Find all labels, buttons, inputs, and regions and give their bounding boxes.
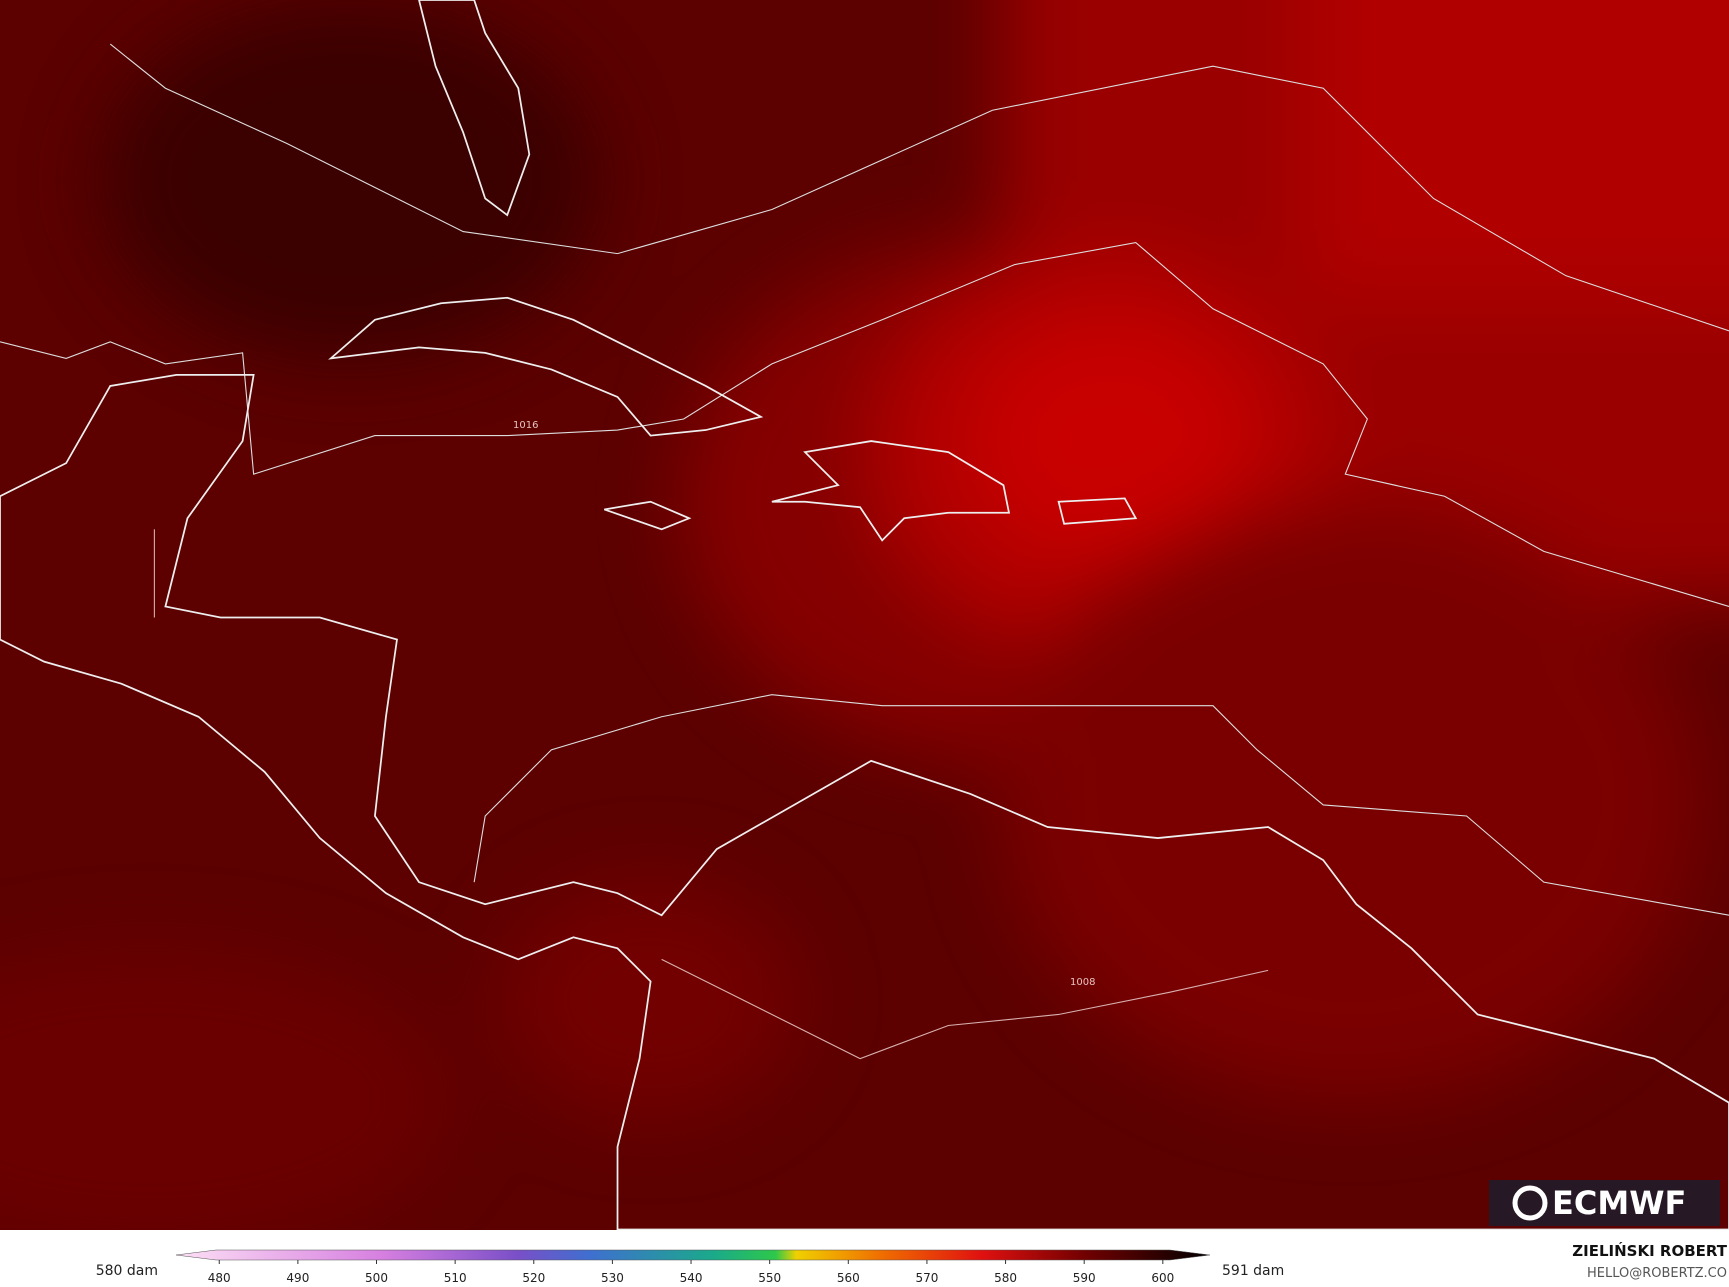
colorbar-tick-label: 590 — [1073, 1271, 1096, 1285]
isobar-label: 1016 — [513, 420, 538, 431]
colorbar-tick-label: 570 — [915, 1271, 938, 1285]
colorbar: 580 dam 591 dam 480 490 500 510 520 530 540 550… — [96, 1249, 1284, 1285]
map: 1016 1008 ECMWF — [0, 0, 1729, 1230]
colorbar-tick-label: 520 — [522, 1271, 545, 1285]
contact: HELLO@ROBERTZ.CO — [1587, 1266, 1727, 1281]
logo-text: ECMWF — [1552, 1184, 1686, 1222]
colorbar-tick-label: 480 — [208, 1271, 231, 1285]
colorbar-bar — [175, 1249, 1211, 1261]
isobar-label: 1008 — [1070, 977, 1095, 988]
colorbar-tick-label: 500 — [365, 1271, 388, 1285]
colorbar-tick-label: 510 — [444, 1271, 467, 1285]
colorbar-tick-label: 560 — [837, 1271, 860, 1285]
colorbar-tick-label: 550 — [758, 1271, 781, 1285]
logo-icon — [1512, 1185, 1548, 1221]
colorbar-tick-label: 540 — [680, 1271, 703, 1285]
colorbar-tick-label: 530 — [601, 1271, 624, 1285]
colorbar-max-label: 591 dam — [1222, 1263, 1284, 1279]
colorbar-tick-label: 580 — [994, 1271, 1017, 1285]
colorbar-min-label: 580 dam — [96, 1263, 158, 1279]
author: ZIELIŃSKI ROBERT — [1572, 1241, 1727, 1260]
colorbar-tick-label: 600 — [1151, 1271, 1174, 1285]
colorbar-tick-label: 490 — [286, 1271, 309, 1285]
